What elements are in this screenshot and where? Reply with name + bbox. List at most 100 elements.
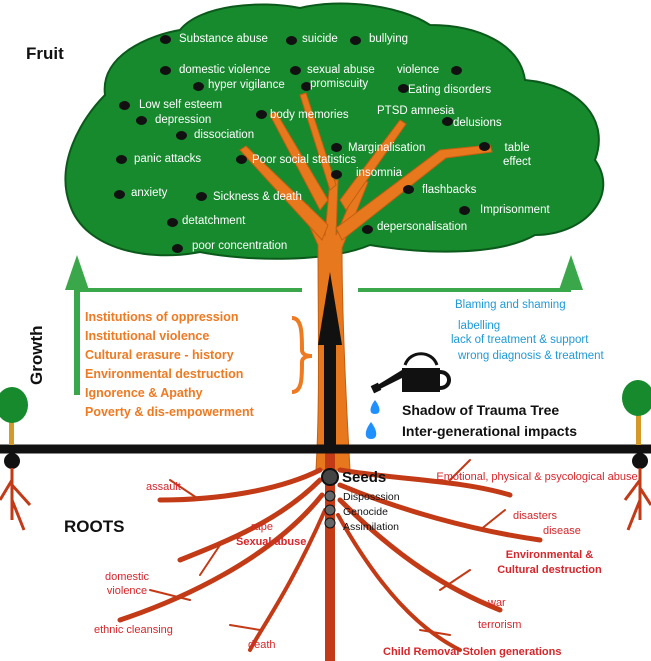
fruit-label: insomnia — [356, 167, 403, 179]
seed-icon — [324, 517, 336, 529]
fruit-dot-icon — [176, 131, 187, 140]
fruit-dot-icon — [403, 185, 414, 194]
growth-bracket — [291, 316, 313, 394]
fruit-dot-icon — [350, 36, 361, 45]
growth-item: Environmental destruction — [85, 367, 244, 381]
root-label: assault — [146, 481, 181, 493]
fruit-dot-icon — [167, 218, 178, 227]
fruit-label: delusions — [453, 117, 502, 129]
fruit-dot-icon — [331, 143, 342, 152]
growth-item: Ignorence & Apathy — [85, 386, 203, 400]
fruit-label: sexual abuse — [307, 64, 375, 76]
fruit-dot-icon — [136, 116, 147, 125]
fruit-label: hyper vigilance — [208, 79, 285, 91]
fruit-label: Marginalisation — [348, 142, 426, 154]
fruit-label: Low self esteem — [139, 99, 223, 111]
root-label: war — [488, 597, 506, 609]
fruit-label: depression — [155, 114, 212, 126]
shadow-item: labelling — [458, 320, 501, 332]
growth-item: Institutional violence — [85, 329, 210, 343]
fruit-label: anxiety — [131, 187, 168, 199]
root-label: disease — [543, 525, 581, 537]
root-label: Emotional, physical & psycological abuse — [436, 471, 638, 483]
tree-roots — [117, 450, 543, 661]
tree-trunk — [239, 92, 493, 471]
growth-arrow-black — [318, 272, 342, 450]
fruit-heading: Fruit — [26, 44, 64, 63]
fruit-dot-icon — [119, 101, 130, 110]
fruit-dot-icon — [116, 155, 127, 164]
small-tree-icon — [0, 387, 32, 531]
fruit-dot-icon — [442, 117, 453, 126]
fruit-label: poor concentration — [192, 240, 288, 252]
fruit-label: violence — [397, 64, 440, 76]
seeds-heading: Seeds — [342, 469, 387, 486]
fruit-label: domestic violence — [179, 64, 271, 76]
growth-item: Cultural erasure - history — [85, 348, 234, 362]
fruit-dot-icon — [331, 170, 342, 179]
ground-node-right — [632, 453, 648, 469]
fruit-label: body memories — [270, 109, 349, 121]
shadow-item: lack of treatment & support — [451, 334, 589, 346]
root-label: Child Removal Stolen generations — [383, 646, 562, 658]
root-label: domestic violence — [104, 571, 150, 598]
fruit-label: PTSD amnesia — [377, 105, 455, 117]
fruit-label: suicide — [302, 33, 338, 45]
fruit-label: Eating disorders — [408, 84, 492, 96]
ground-node-left — [4, 453, 20, 469]
shadow-item: Blaming and shaming — [455, 299, 566, 311]
root-label: Environmental & Cultural destruction — [497, 549, 602, 576]
seed-icon — [324, 504, 336, 516]
fruit-label: promiscuity — [310, 78, 369, 90]
root-label: ethnic cleansing — [94, 624, 173, 636]
shadow-item: wrong diagnosis & treatment — [458, 350, 604, 362]
seed-icon — [321, 468, 339, 486]
growth-item: Institutions of oppression — [85, 310, 239, 324]
fruit-label: flashbacks — [422, 184, 477, 196]
root-label: death — [248, 639, 276, 651]
fruit-dot-icon — [479, 142, 490, 151]
fruit-dot-icon — [193, 82, 204, 91]
seed-icon — [324, 490, 336, 502]
growth-item: Poverty & dis-empowerment — [85, 405, 254, 419]
seed-label: Disposssion — [343, 491, 400, 503]
fruit-dot-icon — [160, 66, 171, 75]
watering-can-icon — [370, 352, 451, 394]
fruit-dot-icon — [114, 190, 125, 199]
seeds — [321, 468, 339, 529]
fruit-label: Sickness & death — [213, 191, 302, 203]
fruit-label: Substance abuse — [179, 33, 268, 45]
fruit-dot-icon — [196, 192, 207, 201]
fruit-label: Imprisonment — [480, 204, 550, 216]
fruit-label: depersonalisation — [377, 221, 468, 233]
growth-arrows — [65, 255, 583, 395]
root-label: Sexual abuse — [236, 536, 307, 548]
water-drop-icon — [365, 400, 380, 439]
fruit-dot-icon — [290, 66, 301, 75]
fruit-dot-icon — [301, 82, 312, 91]
fruit-dot-icon — [459, 206, 470, 215]
small-tree-icon — [622, 380, 651, 531]
fruit-label: bullying — [369, 33, 408, 45]
fruit-dot-icon — [256, 110, 267, 119]
fruit-label: detatchment — [182, 215, 246, 227]
fruit-dot-icon — [160, 35, 171, 44]
fruit-label: dissociation — [194, 129, 255, 141]
fruit-dot-icon — [286, 36, 297, 45]
fruit-label: panic attacks — [134, 153, 202, 165]
fruit-dot-icon — [362, 225, 373, 234]
fruit-label: table effect — [503, 142, 531, 168]
growth-heading: Growth — [27, 325, 46, 386]
root-label: terrorism — [478, 619, 522, 631]
fruit-label: Poor social statistics — [252, 154, 357, 166]
fruit-dot-icon — [398, 84, 409, 93]
shadow-title: Shadow of Trauma Tree — [402, 402, 560, 418]
shadow-subtitle: Inter-generational impacts — [402, 423, 578, 439]
roots-heading: ROOTS — [64, 517, 125, 536]
root-label: disasters — [513, 510, 558, 522]
fruit-dot-icon — [236, 155, 247, 164]
fruit-dot-icon — [451, 66, 462, 75]
seed-label: Genocide — [343, 506, 388, 518]
root-label: rape — [251, 521, 274, 533]
fruit-dot-icon — [172, 244, 183, 253]
